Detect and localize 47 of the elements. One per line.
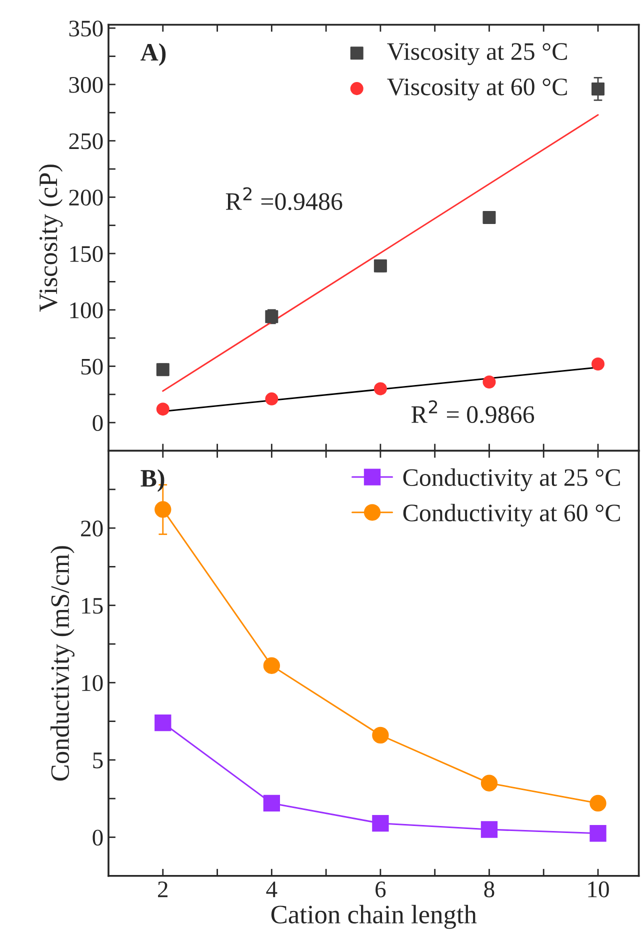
y-tick-label: 350 <box>69 20 103 37</box>
point <box>590 794 606 812</box>
point <box>265 392 278 406</box>
y-tick-label: 0 <box>92 415 103 432</box>
legend-label: Conductivity at 60 °C <box>403 504 620 527</box>
point <box>372 814 389 832</box>
point <box>590 825 606 842</box>
y-tick-label: 100 <box>70 302 103 318</box>
point <box>372 726 389 744</box>
point <box>156 363 170 376</box>
y-tick-label: 300 <box>69 76 103 93</box>
x-tick-label: 6 <box>376 881 386 898</box>
point <box>374 382 387 396</box>
point <box>482 376 496 389</box>
annotation: A) <box>140 43 166 66</box>
point <box>480 774 498 792</box>
legend-label: Conductivity at 25 °C <box>403 468 620 492</box>
point <box>154 714 172 732</box>
point <box>591 82 605 96</box>
y-tick-label: 0 <box>92 830 103 846</box>
x-tick-label: 2 <box>158 881 168 898</box>
annotation: R$^{2}$ =0.9486 <box>226 187 342 210</box>
x-tick-label: 8 <box>484 881 494 898</box>
point <box>374 259 387 272</box>
y-tick-label: 10 <box>82 675 103 692</box>
y-tick-label: 150 <box>70 246 103 262</box>
y-tick-label: 15 <box>82 598 103 614</box>
annotation: R$^{2}$ = 0.9866 <box>411 400 534 424</box>
y-tick-label: 200 <box>69 190 103 206</box>
x-axis-title: Cation chain length <box>271 904 477 929</box>
y-tick-label: 5 <box>93 752 103 768</box>
y-tick-label: 50 <box>81 358 103 375</box>
point <box>480 821 498 838</box>
point <box>482 210 496 224</box>
x-tick-label: 4 <box>266 882 278 898</box>
point <box>263 794 280 812</box>
point <box>591 357 605 370</box>
point <box>156 402 170 416</box>
y-axis-title: Conductivity (mS/cm) <box>50 546 74 781</box>
point <box>263 657 280 674</box>
y-axis-title: Viscosity (cP) <box>38 164 63 312</box>
legend-label: Viscosity at 25 °C <box>387 43 567 66</box>
legend-label: Viscosity at 60 °C <box>387 78 567 101</box>
y-tick-label: 250 <box>69 133 103 150</box>
annotation: B) <box>140 469 164 492</box>
x-tick-label: 10 <box>588 881 609 898</box>
y-tick-label: 20 <box>81 520 103 536</box>
